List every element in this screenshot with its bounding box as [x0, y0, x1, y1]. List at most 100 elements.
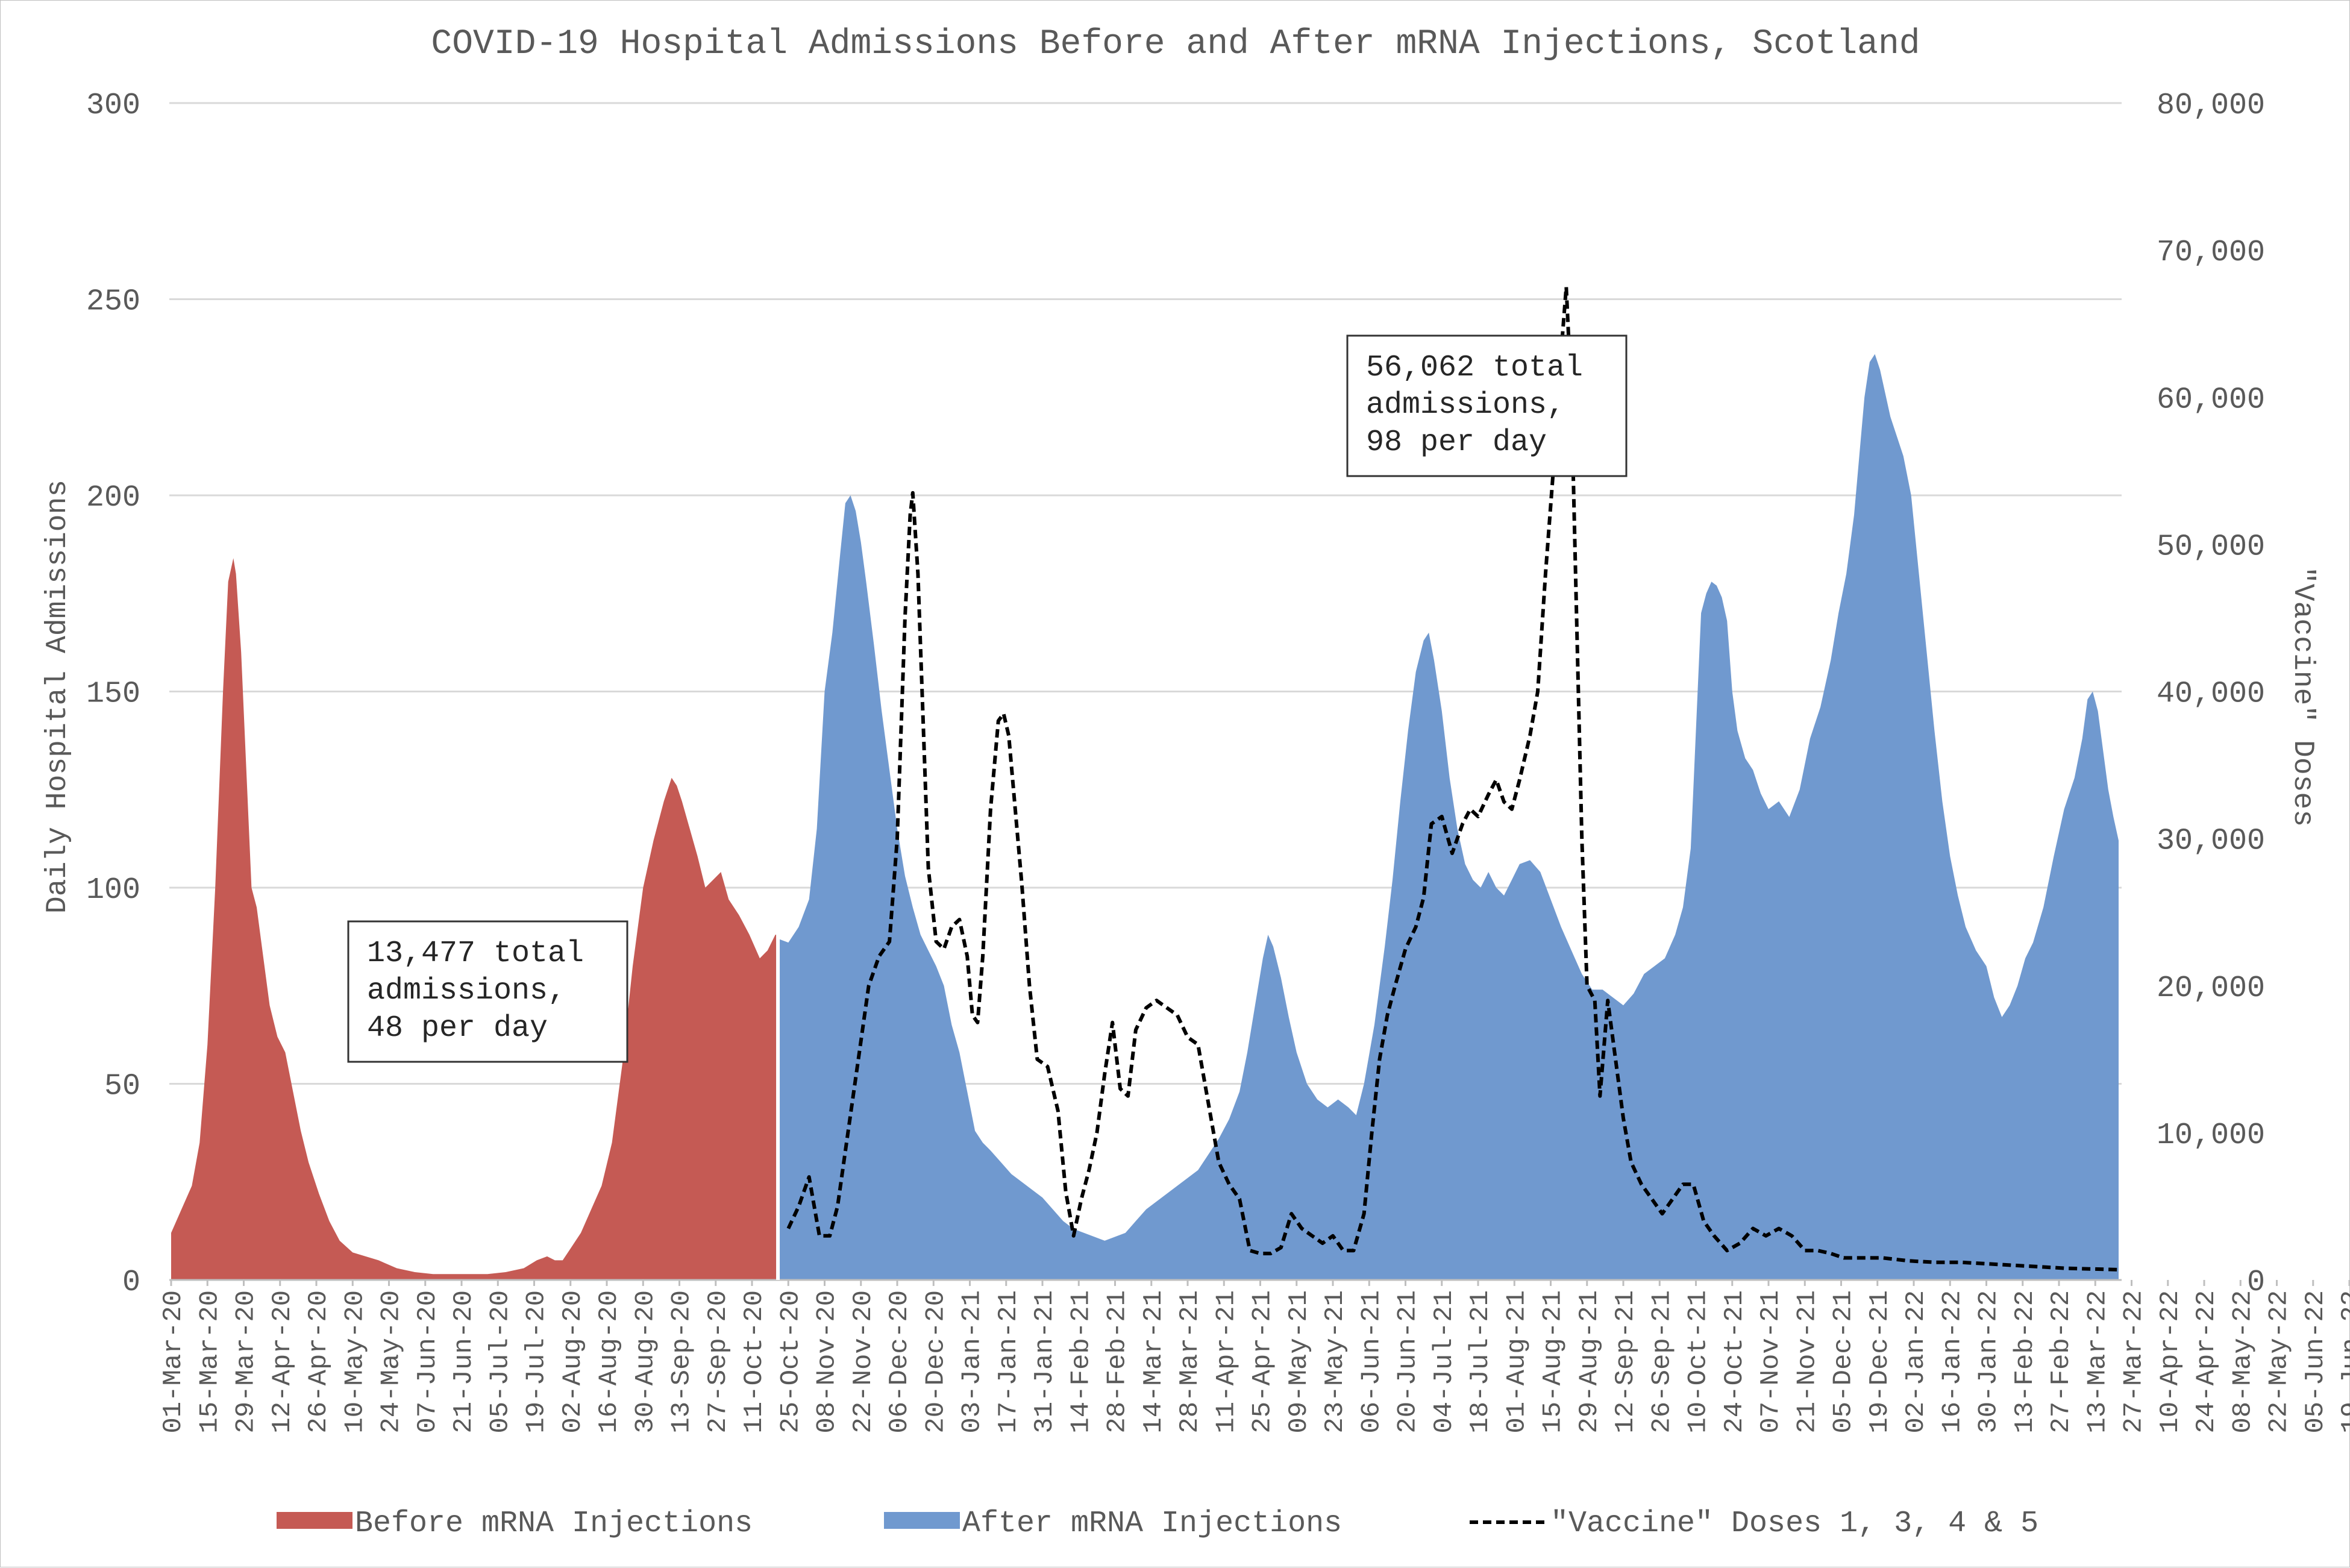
x-tick-label: 22-May-22 [2264, 1290, 2295, 1434]
x-tick-label: 30-Jan-22 [1974, 1290, 2004, 1434]
x-tick-label: 28-Mar-21 [1175, 1290, 1205, 1434]
x-tick-label: 14-Mar-21 [1139, 1290, 1169, 1434]
x-tick-label: 15-Aug-21 [1538, 1290, 1568, 1434]
x-tick-label: 11-Oct-20 [739, 1290, 769, 1434]
legend-item-doses: "Vaccine" Doses 1, 3, 4 & 5 [1470, 1507, 2038, 1541]
x-tick-label: 16-Jan-22 [1937, 1290, 1967, 1434]
x-tick-label: 07-Nov-21 [1756, 1290, 1786, 1434]
legend-label-doses: "Vaccine" Doses 1, 3, 4 & 5 [1550, 1507, 2038, 1541]
x-tick-label: 24-Apr-22 [2192, 1290, 2222, 1434]
legend-item-after: After mRNA Injections [884, 1507, 1342, 1541]
x-tick-label: 17-Jan-21 [994, 1290, 1024, 1434]
annotation-before-line-1: 13,477 total [367, 936, 584, 971]
x-tick-label: 25-Apr-21 [1248, 1290, 1278, 1434]
x-tick-label: 28-Feb-21 [1103, 1290, 1133, 1434]
y2-tick-label: 10,000 [2157, 1118, 2265, 1153]
y2-tick-label: 50,000 [2157, 530, 2265, 564]
y2-tick-label: 60,000 [2157, 383, 2265, 417]
x-tick-label: 09-May-21 [1284, 1290, 1314, 1434]
legend-item-before: Before mRNA Injections [277, 1507, 753, 1541]
x-tick-label: 07-Jun-20 [413, 1290, 443, 1434]
y2-tick-label: 70,000 [2157, 236, 2265, 270]
x-tick-label: 22-Nov-20 [848, 1290, 879, 1434]
y-tick-label: 250 [86, 285, 140, 319]
x-tick-label: 21-Nov-21 [1792, 1290, 1822, 1434]
x-tick-label: 24-Oct-21 [1720, 1290, 1750, 1434]
legend-label-after: After mRNA Injections [962, 1507, 1342, 1541]
x-tick-label: 25-Oct-20 [776, 1290, 806, 1434]
x-tick-label: 14-Feb-21 [1066, 1290, 1096, 1434]
y-tick-label: 0 [122, 1265, 140, 1300]
x-tick-label: 27-Feb-22 [2046, 1290, 2076, 1434]
annotation-before-line-2: admissions, [367, 974, 566, 1008]
x-tick-label: 30-Aug-20 [630, 1290, 660, 1434]
y-axis-left-label: Daily Hospital Admissions [42, 480, 74, 914]
annotation-after-line-3: 98 per day [1366, 425, 1547, 460]
legend-swatch-after [884, 1512, 960, 1529]
x-tick-label: 05-Dec-21 [1829, 1290, 1859, 1434]
x-tick-label: 02-Aug-20 [558, 1290, 588, 1434]
x-tick-label: 13-Sep-20 [667, 1290, 697, 1434]
y2-tick-label: 80,000 [2157, 89, 2265, 123]
x-tick-label: 11-Apr-21 [1211, 1290, 1241, 1434]
y-tick-label: 300 [86, 89, 140, 123]
x-tick-label: 15-Mar-20 [195, 1290, 225, 1434]
x-tick-label: 26-Sep-21 [1647, 1290, 1677, 1434]
annotation-box-after-frame [1346, 334, 1628, 477]
x-tick-label: 01-Aug-21 [1502, 1290, 1532, 1434]
x-tick-label: 02-Jan-22 [1901, 1290, 1931, 1434]
x-tick-label: 19-Jun-22 [2337, 1290, 2350, 1434]
annotation-box-after: 56,062 total admissions, 98 per day [1346, 334, 1628, 477]
y-tick-label: 200 [86, 481, 140, 515]
x-tick-label: 08-Nov-20 [812, 1290, 842, 1434]
x-tick-label: 29-Mar-20 [231, 1290, 262, 1434]
annotation-before-line-3: 48 per day [367, 1011, 548, 1046]
annotation-box-before-frame [347, 920, 628, 1063]
x-tick-label: 20-Dec-20 [921, 1290, 951, 1434]
x-tick-label: 10-May-20 [340, 1290, 370, 1434]
annotation-after-line-2: admissions, [1366, 388, 1565, 422]
chart-title: COVID-19 Hospital Admissions Before and … [431, 25, 1920, 64]
x-tick-label: 06-Jun-21 [1356, 1290, 1386, 1434]
x-tick-label: 24-May-20 [377, 1290, 407, 1434]
x-tick-label: 10-Oct-21 [1684, 1290, 1714, 1434]
x-tick-label: 04-Jul-21 [1429, 1290, 1459, 1434]
y2-tick-label: 20,000 [2157, 971, 2265, 1006]
x-tick-label: 19-Jul-20 [522, 1290, 552, 1434]
x-tick-label: 20-Jun-21 [1393, 1290, 1423, 1434]
y2-tick-label: 40,000 [2157, 677, 2265, 712]
x-tick-label: 05-Jul-20 [485, 1290, 515, 1434]
doses-line-group [786, 285, 2119, 1272]
y-tick-label: 150 [86, 677, 140, 712]
annotation-after-line-1: 56,062 total [1366, 351, 1583, 385]
x-tick-label: 10-Apr-22 [2155, 1290, 2186, 1434]
area-before-mrna [171, 558, 779, 1281]
x-axis-ticks: 01-Mar-20 15-Mar-20 29-Mar-20 12-Apr-20 26-A… [158, 1280, 2350, 1434]
x-tick-label: 16-Aug-20 [594, 1290, 624, 1434]
line-vaccine-doses [786, 285, 2119, 1272]
x-tick-label: 26-Apr-20 [304, 1290, 334, 1434]
y-tick-label: 100 [86, 873, 140, 908]
x-tick-label: 06-Dec-20 [885, 1290, 915, 1434]
y2-tick-label: 30,000 [2157, 824, 2265, 859]
legend-swatch-before [277, 1512, 352, 1529]
x-tick-label: 27-Mar-22 [2119, 1290, 2149, 1434]
x-tick-label: 12-Sep-21 [1611, 1290, 1641, 1434]
legend-label-before: Before mRNA Injections [355, 1507, 753, 1541]
legend: Before mRNA Injections After mRNA Inject… [277, 1507, 2038, 1541]
x-tick-label: 31-Jan-21 [1030, 1290, 1060, 1434]
area-series [171, 354, 2119, 1281]
y-axis-right-ticks: 0 10,000 20,000 30,000 40,000 50,000 60,000 70,… [2157, 89, 2265, 1300]
x-tick-label: 08-May-22 [2228, 1290, 2258, 1434]
x-tick-label: 23-May-21 [1320, 1290, 1350, 1434]
x-tick-label: 13-Feb-22 [2010, 1290, 2040, 1434]
x-tick-label: 03-Jan-21 [957, 1290, 988, 1434]
x-tick-label: 19-Dec-21 [1865, 1290, 1895, 1434]
x-tick-label: 12-Apr-20 [268, 1290, 298, 1434]
x-tick-label: 13-Mar-22 [2082, 1290, 2113, 1434]
y2-tick-label: 0 [2247, 1265, 2265, 1300]
y-axis-right-label: "Vaccine" Doses [2286, 566, 2319, 827]
x-tick-label: 05-Jun-22 [2301, 1290, 2331, 1434]
